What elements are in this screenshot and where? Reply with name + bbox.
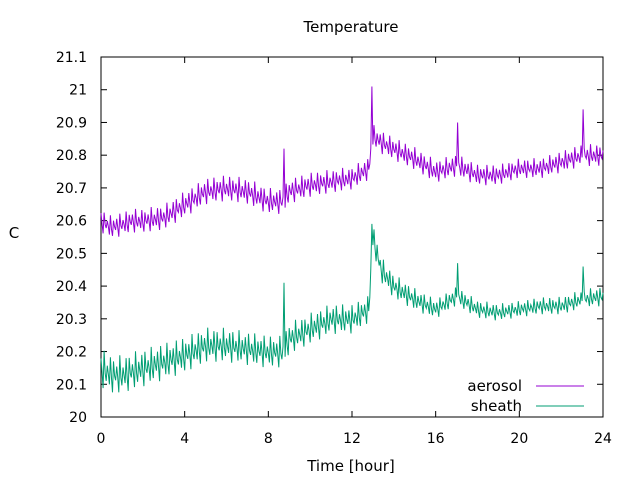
x-tick-label: 20 <box>510 431 528 447</box>
x-tick-label: 0 <box>97 431 106 447</box>
x-tick-label: 24 <box>594 431 612 447</box>
legend: aerosol sheath <box>467 377 584 415</box>
x-tick-label: 4 <box>180 431 189 447</box>
series-lines <box>100 86 604 393</box>
chart-title: Temperature <box>302 18 398 36</box>
y-tick-label: 21 <box>69 83 87 99</box>
y-tick-label: 20.8 <box>56 148 87 164</box>
y-tick-label: 20 <box>69 410 87 426</box>
y-tick-label: 20.1 <box>56 377 87 393</box>
series-line-aerosol <box>100 86 604 237</box>
x-tick-label: 12 <box>343 431 361 447</box>
x-axis-label: Time [hour] <box>306 457 395 475</box>
y-tick-label: 20.6 <box>56 214 87 230</box>
y-tick-label: 20.3 <box>56 312 87 328</box>
y-tick-label: 20.4 <box>56 279 87 295</box>
axis-ticks: 20 20.1 20.2 20.3 20.4 20.5 20.6 20.7 20.8 20.9 21… <box>56 50 612 447</box>
y-tick-label: 20.5 <box>56 246 87 262</box>
y-tick-label: 20.9 <box>56 115 87 131</box>
y-tick-label: 20.7 <box>56 181 87 197</box>
legend-label-sheath: sheath <box>471 397 522 415</box>
legend-label-aerosol: aerosol <box>467 377 522 395</box>
y-axis-label: C <box>9 224 19 242</box>
plot-frame <box>100 56 604 418</box>
y-tick-label: 20.2 <box>56 345 87 361</box>
y-tick-label: 21.1 <box>56 50 87 66</box>
x-tick-label: 16 <box>427 431 445 447</box>
x-tick-label: 8 <box>264 431 273 447</box>
series-line-sheath <box>100 223 604 393</box>
